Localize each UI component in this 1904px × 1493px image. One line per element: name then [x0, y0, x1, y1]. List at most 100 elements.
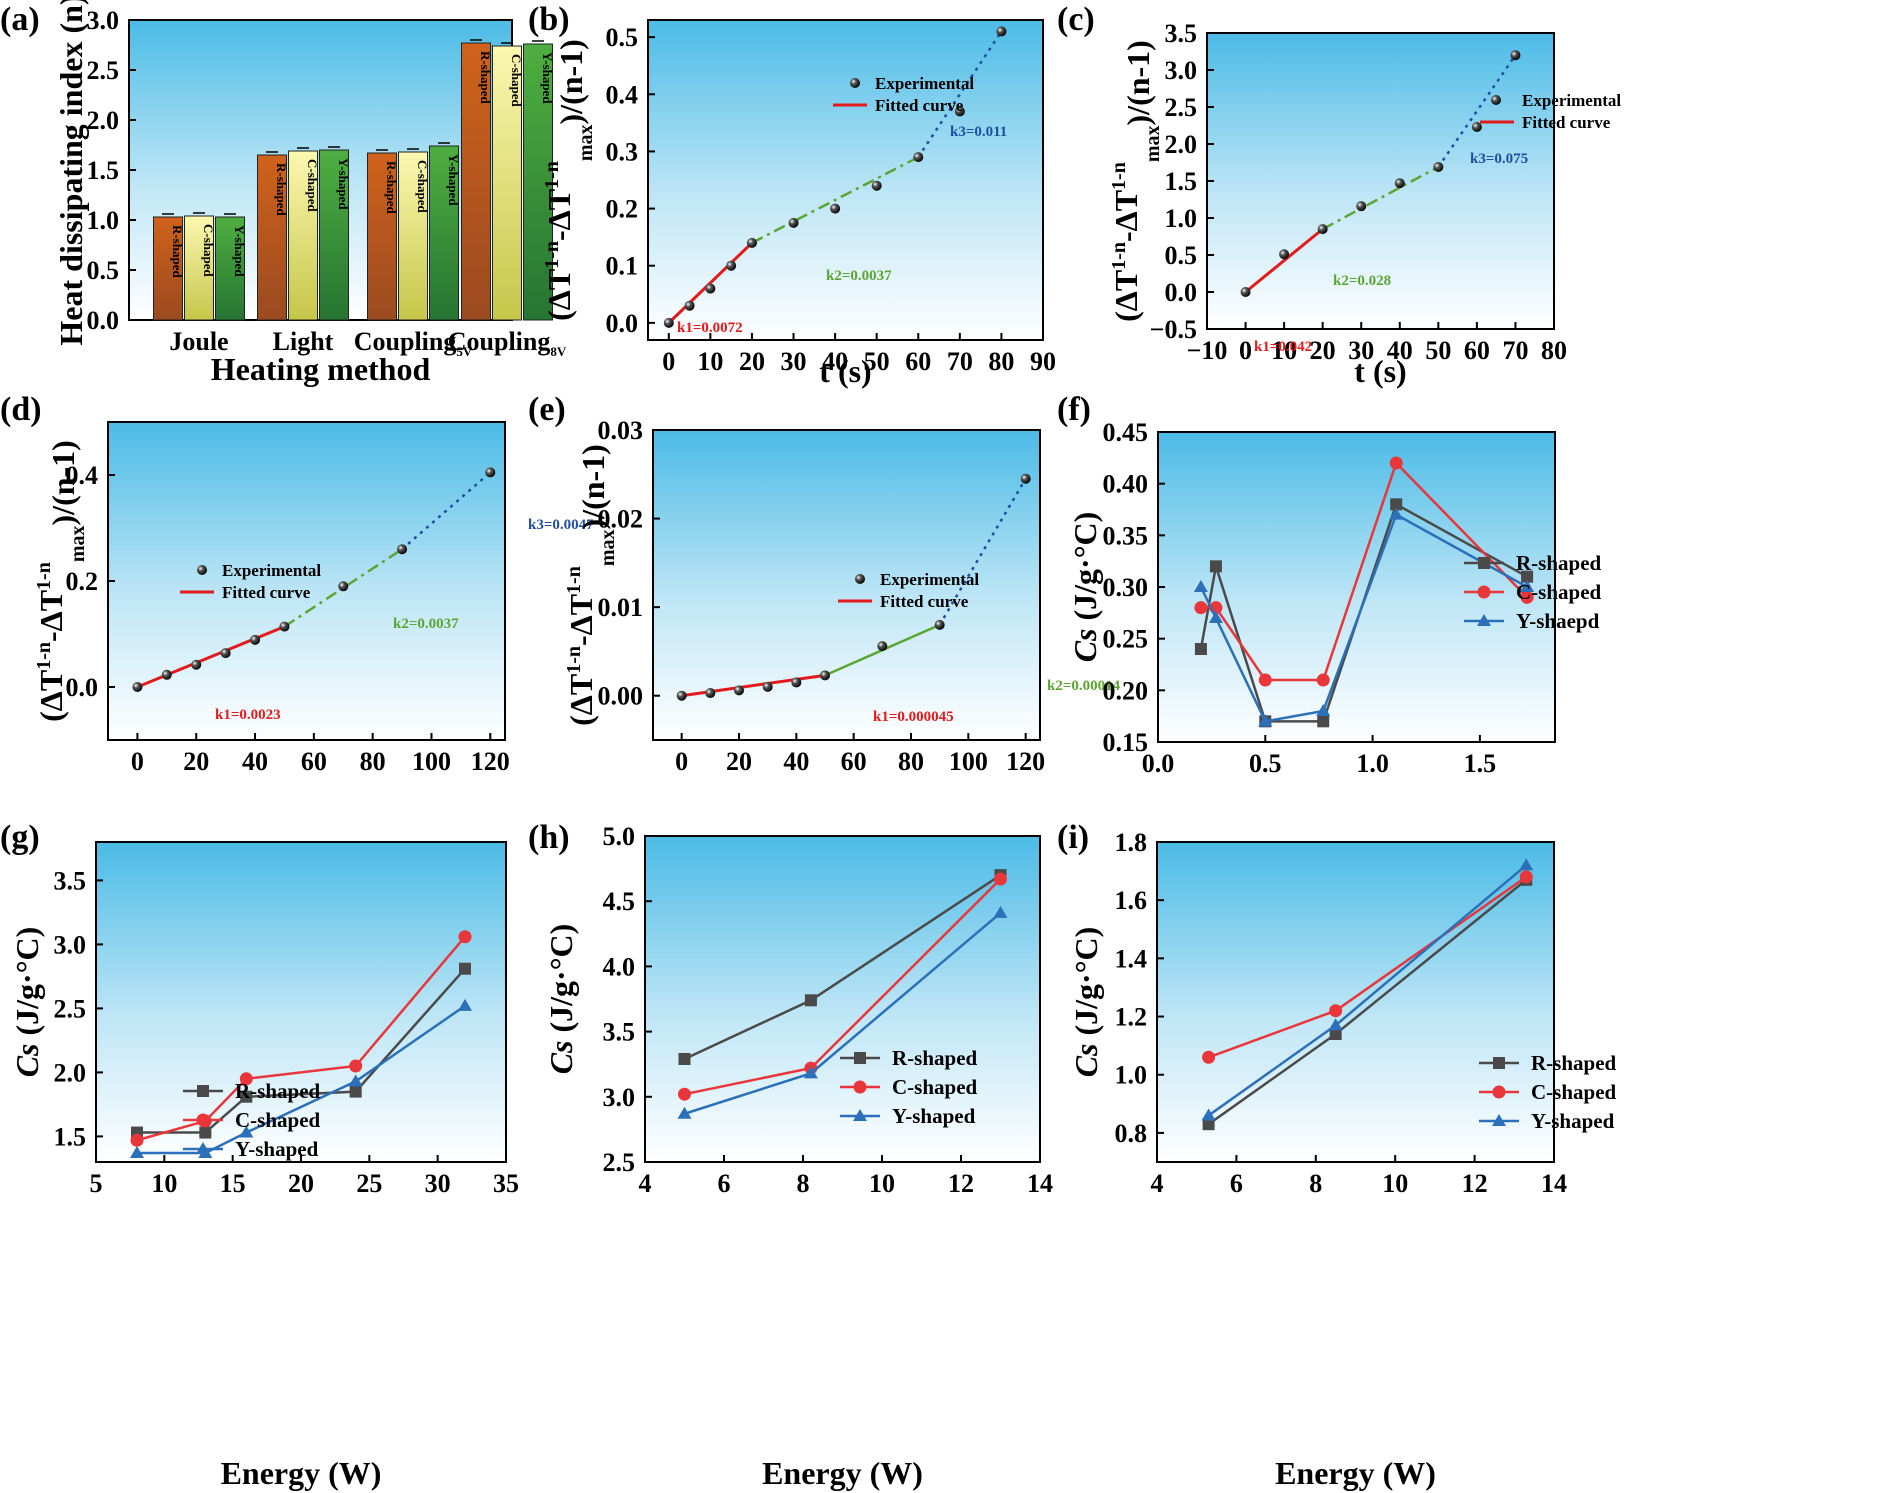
series-marker-circle [458, 930, 472, 944]
panel-label: (b) [528, 1, 570, 38]
slope-label: k1=0.042 [1254, 339, 1312, 355]
series-marker-triangle [1328, 1018, 1343, 1031]
plot-background [1158, 432, 1555, 742]
y-axis-title-part: 1-n [33, 562, 55, 590]
y-tick-label: 0.5 [1165, 241, 1198, 270]
series-marker-square [199, 1126, 212, 1139]
y-tick-label: 2.5 [54, 994, 87, 1023]
y-tick-label: 0.15 [1103, 728, 1149, 757]
x-tick-label: 20 [183, 747, 209, 776]
slope-label: k3=0.011 [950, 124, 1007, 140]
legend-label: Y-shaepd [1516, 609, 1600, 633]
data-point [871, 180, 882, 191]
y-axis-title-part: )/(n-1) [1120, 40, 1156, 125]
x-tick-label: 40 [822, 347, 848, 376]
series-marker-circle [1477, 585, 1491, 599]
x-tick-label: 25 [356, 1169, 382, 1198]
series-marker-circle [1519, 870, 1533, 884]
fit-segment [1244, 227, 1324, 294]
data-point [705, 688, 716, 699]
data-point [762, 681, 773, 692]
fit-segment [917, 30, 1003, 158]
x-tick-label: 60 [1464, 336, 1490, 365]
y-axis-title-part: (ΔT [1108, 270, 1144, 322]
data-point [996, 26, 1007, 37]
plot-frame [652, 429, 1041, 741]
y-tick-label: 2.0 [1165, 130, 1198, 159]
y-tick-label: 0.03 [598, 416, 644, 445]
y-tick-label: 0.2 [66, 567, 99, 596]
plot-frame [1156, 841, 1555, 1163]
series-marker-triangle [1193, 580, 1208, 592]
series-marker-square [459, 962, 471, 975]
data-point [830, 203, 841, 214]
data-point [676, 690, 687, 701]
x-tick-label: 40 [783, 747, 809, 776]
legend-label: C-shaped [235, 1108, 321, 1132]
slope-label: k3=0.075 [1470, 151, 1528, 167]
y-tick-label: 3.5 [603, 1018, 636, 1047]
panel-label: (i) [1057, 819, 1089, 856]
series-marker-circle [196, 1113, 210, 1127]
series-marker-square [1478, 557, 1490, 569]
y-axis-title-rest: (J/g·°C) [543, 924, 579, 1041]
y-axis-title-part: 1-n [1108, 242, 1130, 270]
panel-d: 0 20 40 60 80 100 120 0.0 0.2 0.4 k1=0.0023 k2=0.00… [33, 421, 594, 970]
x-tick-label: 35 [493, 1169, 519, 1198]
x-tick-label: 30 [425, 1169, 451, 1198]
data-point [788, 217, 799, 228]
x-tick-label: 90 [1030, 347, 1056, 376]
x-axis-title: Heating method [211, 351, 431, 387]
y-axis-title-rest: (J/g·°C) [1067, 512, 1103, 629]
y-axis-title-italic: Cs [9, 1043, 45, 1077]
y-tick-label: 0.0 [1165, 278, 1198, 307]
y-tick-label: 1.0 [1165, 204, 1198, 233]
x-tick-label: 10 [1382, 1169, 1408, 1198]
panel-label: (h) [528, 819, 570, 856]
y-tick-label: 0.3 [606, 137, 639, 166]
data-point [1020, 473, 1031, 484]
x-tick-label: 6 [718, 1169, 731, 1198]
series-marker-square [854, 1052, 866, 1064]
x-tick-label: 10 [869, 1169, 895, 1198]
series-marker-square [1493, 1057, 1505, 1069]
series-marker-circle [1329, 1004, 1343, 1018]
x-tick-label: 0 [675, 747, 688, 776]
legend-label: C-shaped [892, 1075, 978, 1099]
x-tick-label: 1.5 [1464, 749, 1497, 778]
x-tick-label: 60 [301, 747, 327, 776]
data-point [705, 283, 716, 294]
legend-label: C-shaped [1531, 1080, 1617, 1104]
y-tick-label: 0.00 [598, 682, 644, 711]
legend-point-marker [855, 574, 865, 584]
series-marker-circle [1194, 601, 1208, 615]
data-point [485, 467, 496, 478]
data-point [746, 237, 757, 248]
panel-label: (f) [1057, 391, 1091, 428]
x-tick-label: 60 [905, 347, 931, 376]
y-tick-label: 0.5 [87, 256, 120, 285]
y-tick-label: 0.35 [1103, 521, 1149, 550]
x-tick-label: 0.5 [1249, 749, 1282, 778]
x-tick-label: 12 [948, 1169, 974, 1198]
y-axis-title-italic: Cs [1067, 628, 1103, 662]
data-point [220, 648, 231, 659]
series-marker-square [1202, 1118, 1215, 1131]
data-point [1317, 224, 1328, 235]
x-tick-label: 80 [1541, 336, 1567, 365]
data-point [684, 300, 695, 311]
series-marker-triangle [1519, 858, 1534, 871]
x-tick-label: 40 [1387, 336, 1413, 365]
series-marker-circle [1492, 1085, 1506, 1099]
series-marker-square [1521, 570, 1534, 583]
y-tick-label: 1.0 [87, 206, 120, 235]
slope-label: k2=0.0037 [826, 268, 892, 284]
data-point [734, 685, 744, 696]
panel-c: −10 0 10 20 30 40 50 60 70 80 −0.5 0.0 0.5 1.0 1.5 2.0 2… [1108, 19, 1621, 389]
data-point [132, 682, 143, 692]
x-axis-title: t (s) [819, 353, 871, 389]
x-tick-label: 100 [949, 747, 988, 776]
bar-series-label: R-shaped [384, 161, 399, 215]
legend-label: R-shaped [235, 1079, 321, 1103]
series-marker-square [349, 1085, 362, 1098]
